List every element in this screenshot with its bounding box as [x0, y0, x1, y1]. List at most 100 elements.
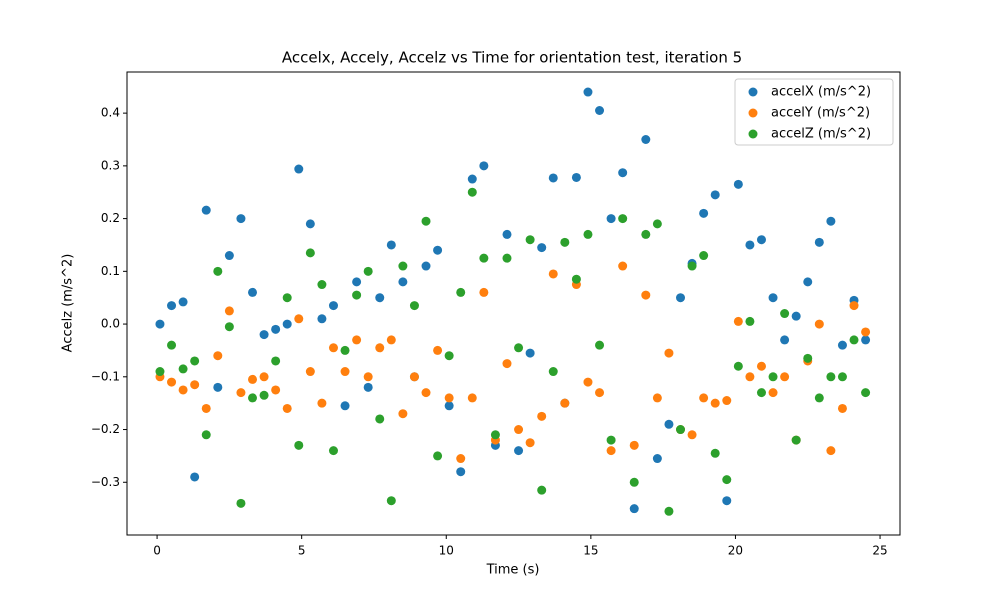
x-tick-label: 25 — [872, 544, 887, 558]
point — [780, 372, 790, 382]
point — [583, 377, 593, 387]
point — [398, 277, 408, 287]
point — [224, 251, 234, 261]
point — [433, 451, 443, 461]
point — [733, 179, 743, 189]
point — [213, 351, 223, 361]
point — [826, 372, 836, 382]
point — [479, 287, 489, 297]
point — [618, 214, 628, 224]
x-tick-label: 20 — [728, 544, 743, 558]
point — [595, 105, 605, 115]
point — [606, 214, 616, 224]
point — [652, 219, 662, 229]
point — [224, 322, 234, 332]
point — [375, 343, 385, 353]
point — [167, 340, 177, 350]
point — [248, 287, 258, 297]
point — [248, 374, 258, 384]
point — [224, 306, 234, 316]
y-tick-label: −0.2 — [91, 422, 120, 436]
point — [317, 314, 327, 324]
point — [676, 425, 686, 435]
point — [699, 393, 709, 403]
point — [768, 388, 778, 398]
x-axis-label: Time (s) — [486, 563, 540, 578]
point — [271, 356, 281, 366]
point — [664, 348, 674, 358]
point — [282, 403, 292, 413]
x-tick-label: 0 — [153, 544, 161, 558]
point — [548, 367, 558, 377]
point — [699, 251, 709, 261]
point — [190, 356, 200, 366]
point — [861, 388, 871, 398]
point — [409, 301, 419, 311]
point — [780, 309, 790, 319]
point — [271, 385, 281, 395]
point — [444, 351, 454, 361]
point — [178, 364, 188, 374]
point — [271, 324, 281, 334]
point — [571, 172, 581, 182]
point — [167, 377, 177, 387]
point — [652, 454, 662, 464]
point — [259, 372, 269, 382]
point — [699, 208, 709, 218]
point — [375, 293, 385, 303]
point — [305, 248, 315, 258]
point — [502, 253, 512, 263]
x-tick-label: 10 — [439, 544, 454, 558]
point — [155, 367, 165, 377]
point — [826, 216, 836, 226]
point — [421, 261, 431, 271]
point — [201, 430, 211, 440]
legend-label: accelZ (m/s^2) — [771, 127, 871, 142]
point — [733, 361, 743, 371]
point — [803, 353, 813, 363]
point — [606, 435, 616, 445]
point — [525, 235, 535, 245]
y-tick-label: 0.3 — [101, 158, 120, 172]
point — [780, 335, 790, 345]
legend-marker — [748, 129, 758, 139]
point — [814, 237, 824, 247]
legend-marker — [748, 108, 758, 118]
point — [641, 290, 651, 300]
point — [514, 446, 524, 456]
point — [814, 393, 824, 403]
point — [444, 401, 454, 411]
point — [398, 261, 408, 271]
legend: accelX (m/s^2) accelY (m/s^2) accelZ (m/s^… — [734, 78, 894, 146]
point — [328, 301, 338, 311]
point — [537, 411, 547, 421]
point — [213, 382, 223, 392]
point — [618, 261, 628, 271]
point — [201, 403, 211, 413]
point — [733, 316, 743, 326]
point — [641, 229, 651, 239]
point — [386, 240, 396, 250]
point — [537, 243, 547, 253]
point — [375, 414, 385, 424]
point — [861, 327, 871, 337]
x-tick-label: 15 — [583, 544, 598, 558]
y-tick-label: 0.1 — [101, 264, 120, 278]
point — [745, 372, 755, 382]
point — [479, 253, 489, 263]
point — [548, 269, 558, 279]
point — [537, 485, 547, 495]
point — [352, 277, 362, 287]
point — [352, 335, 362, 345]
point — [363, 382, 373, 392]
point — [236, 498, 246, 508]
point — [444, 393, 454, 403]
point — [629, 440, 639, 450]
point — [421, 388, 431, 398]
point — [456, 454, 466, 464]
point — [722, 475, 732, 485]
point — [629, 504, 639, 514]
point — [687, 430, 697, 440]
point — [768, 372, 778, 382]
point — [560, 237, 570, 247]
